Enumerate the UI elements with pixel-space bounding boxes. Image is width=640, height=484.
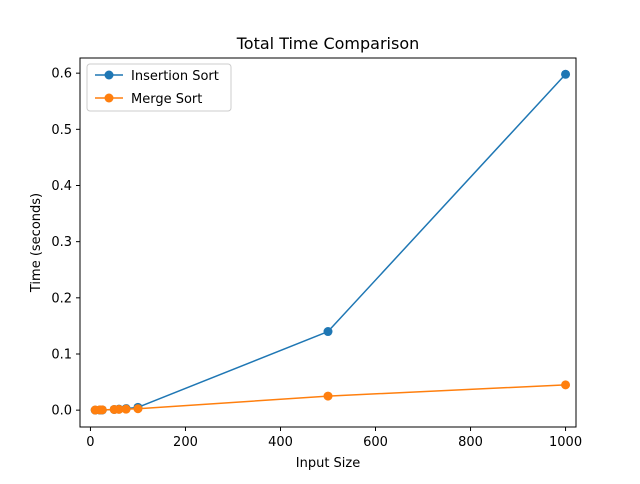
y-tick-label: 0.5 [51,123,72,138]
legend: Insertion Sort Merge Sort [86,63,232,112]
data-point-series-2 [121,404,131,414]
data-point-series-2 [323,391,333,401]
x-tick-label: 200 [173,435,198,450]
axes-frame [79,57,577,428]
legend-swatch-marker [104,70,114,80]
x-axis-label: Input Size [296,456,360,471]
legend-entry-1: Insertion Sort [95,69,219,84]
chart-title: Total Time Comparison [236,34,420,53]
x-tick-label: 400 [268,435,293,450]
y-tick-label: 0.3 [51,235,72,250]
legend-label: Insertion Sort [131,69,219,84]
data-point-series-1 [561,69,571,79]
y-axis-label: Time (seconds) [29,193,44,293]
x-tick-label: 1000 [549,435,582,450]
data-point-series-2 [133,404,143,414]
y-tick-label: 0.1 [51,347,72,362]
y-tick-label: 0.4 [51,179,72,194]
y-tick-label: 0.2 [51,291,72,306]
legend-entry-2: Merge Sort [95,92,202,107]
x-tick-label: 800 [458,435,483,450]
x-axis-ticks: 0 200 400 600 800 1000 [86,427,582,450]
data-point-series-1 [323,327,333,337]
y-tick-label: 0.0 [51,404,72,419]
plot-area [90,69,571,415]
y-axis-ticks: 0.0 0.1 0.2 0.3 0.4 0.5 0.6 [51,67,80,419]
x-tick-label: 600 [363,435,388,450]
data-point-series-2 [114,404,124,414]
y-tick-label: 0.6 [51,67,72,82]
data-point-series-2 [561,380,571,390]
legend-swatch-marker [104,93,114,103]
data-point-series-2 [97,405,107,415]
x-tick-label: 0 [86,435,94,450]
legend-label: Merge Sort [131,92,202,107]
